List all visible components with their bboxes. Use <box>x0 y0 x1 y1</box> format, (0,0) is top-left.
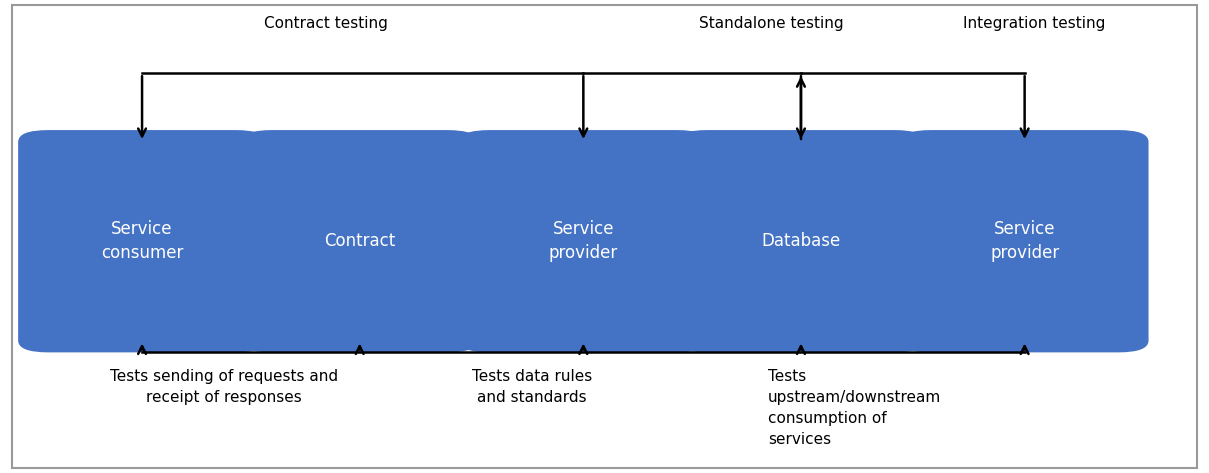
FancyBboxPatch shape <box>18 130 266 352</box>
Text: Service
provider: Service provider <box>549 220 618 262</box>
Text: Tests sending of requests and
receipt of responses: Tests sending of requests and receipt of… <box>110 369 337 405</box>
FancyBboxPatch shape <box>12 5 1197 468</box>
Text: Contract testing: Contract testing <box>265 16 388 31</box>
Text: Contract: Contract <box>324 232 395 250</box>
Text: Standalone testing: Standalone testing <box>699 16 844 31</box>
Text: Integration testing: Integration testing <box>962 16 1105 31</box>
Text: Service
provider: Service provider <box>990 220 1059 262</box>
FancyBboxPatch shape <box>677 130 925 352</box>
Text: Service
consumer: Service consumer <box>100 220 184 262</box>
Text: Tests
upstream/downstream
consumption of
services: Tests upstream/downstream consumption of… <box>768 369 941 447</box>
FancyBboxPatch shape <box>901 130 1149 352</box>
Text: Tests data rules
and standards: Tests data rules and standards <box>472 369 592 405</box>
FancyBboxPatch shape <box>459 130 707 352</box>
FancyBboxPatch shape <box>242 130 478 352</box>
Text: Database: Database <box>762 232 840 250</box>
